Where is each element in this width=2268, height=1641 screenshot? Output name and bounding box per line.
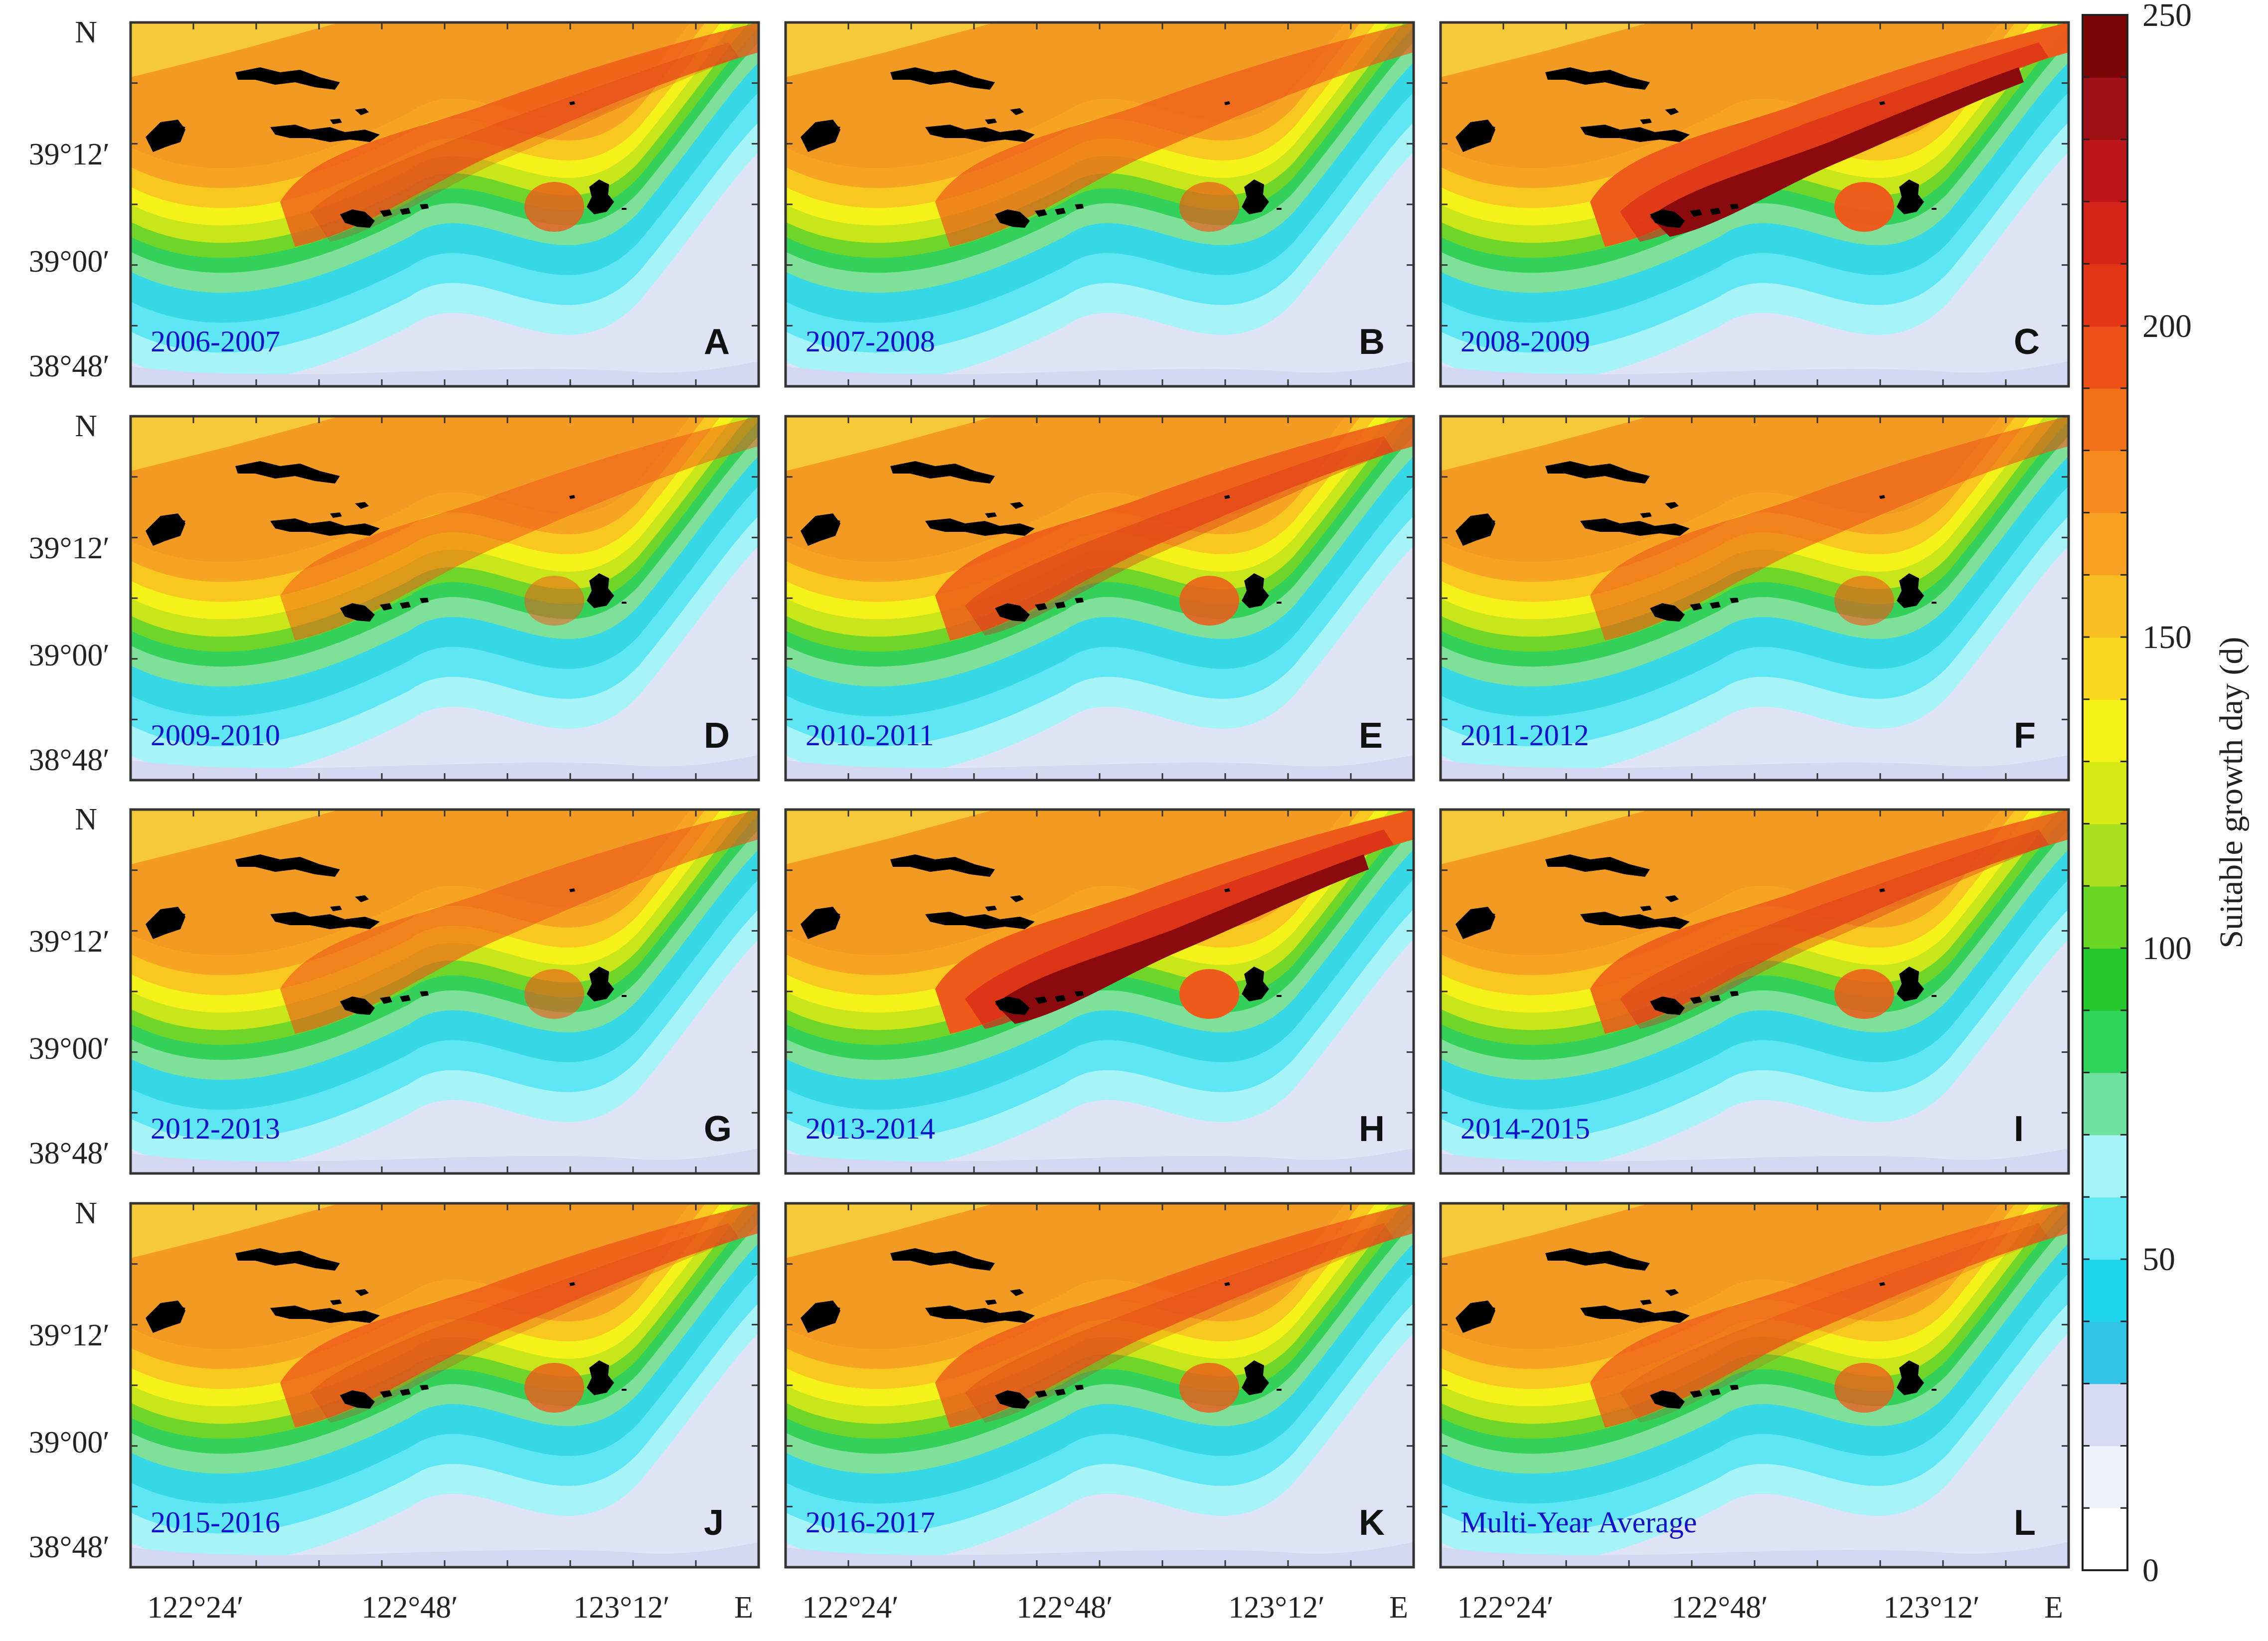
- x-tick-label: E: [734, 1591, 753, 1625]
- x-tick-label: 123°12′: [573, 1591, 669, 1625]
- y-tick-label: 39°00′: [29, 245, 110, 279]
- panel-years-label: Multi-Year Average: [1460, 1506, 1697, 1539]
- colorbar-step: [2083, 948, 2127, 1011]
- panel-letter: H: [1359, 1109, 1385, 1149]
- colorbar-step: [2083, 575, 2127, 638]
- map-panel-g: 2012-2013 G: [129, 808, 760, 1175]
- colorbar: 0 50 100 150 200 250 Suitable growth day (d): [2082, 0, 2250, 1589]
- y-tick-label: N: [75, 15, 97, 49]
- colorbar-step: [2083, 823, 2127, 887]
- colorbar-step: [2083, 1135, 2127, 1198]
- panel-letter: D: [704, 716, 730, 756]
- y-tick-label: 39°00′: [29, 1032, 110, 1066]
- panel-years-label: 2015-2016: [151, 1506, 280, 1539]
- x-tick-label: 122°48′: [1671, 1591, 1768, 1625]
- map-panel-e: 2010-2011 E: [784, 415, 1415, 782]
- panel-letter: C: [2014, 322, 2040, 362]
- colorbar-step: [2083, 1010, 2127, 1073]
- panel-years-label: 2009-2010: [151, 719, 280, 752]
- y-tick-label: 38°48′: [29, 1530, 110, 1564]
- y-tick-label: 39°12′: [29, 531, 110, 565]
- colorbar-step: [2083, 1508, 2127, 1571]
- colorbar-step: [2083, 77, 2127, 140]
- colorbar-step: [2083, 388, 2127, 451]
- y-tick-label: 38°48′: [29, 743, 110, 777]
- map-panel-k: 2016-2017 K: [784, 1202, 1415, 1569]
- colorbar-tick-label: 50: [2142, 1241, 2175, 1278]
- colorbar-step: [2083, 1383, 2127, 1447]
- panel-years-label: 2007-2008: [806, 325, 935, 358]
- map-panel-l: Multi-Year Average L: [1439, 1202, 2070, 1569]
- y-tick-label: N: [75, 1196, 97, 1230]
- panel-years-label: 2010-2011: [806, 719, 934, 752]
- colorbar-tick-label: 100: [2142, 930, 2192, 967]
- x-tick-label: 123°12′: [1883, 1591, 1979, 1625]
- y-tick-label: 39°12′: [29, 925, 110, 959]
- colorbar-step: [2083, 15, 2127, 78]
- colorbar-tick-label: 150: [2142, 619, 2192, 656]
- colorbar-step: [2083, 139, 2127, 202]
- x-tick-label: 122°24′: [1457, 1591, 1553, 1625]
- panel-letter: A: [704, 322, 730, 362]
- colorbar-step: [2083, 1072, 2127, 1136]
- panel-letter: B: [1359, 322, 1385, 362]
- map-panel-h: 2013-2014 H: [784, 808, 1415, 1175]
- y-tick-label: N: [75, 409, 97, 443]
- colorbar-tick-label: 200: [2142, 308, 2192, 344]
- panel-letter: L: [2014, 1503, 2036, 1543]
- x-tick-label: 123°12′: [1228, 1591, 1324, 1625]
- map-panel-j: 2015-2016 J: [129, 1202, 760, 1569]
- x-tick-label: 122°48′: [1016, 1591, 1113, 1625]
- x-tick-label: E: [2044, 1591, 2063, 1625]
- panel-years-label: 2016-2017: [806, 1506, 935, 1539]
- y-tick-label: 38°48′: [29, 349, 110, 383]
- colorbar-step: [2083, 1321, 2127, 1384]
- colorbar-title: Suitable growth day (d): [2213, 637, 2250, 948]
- map-panel-d: 2009-2010 D: [129, 415, 760, 782]
- panel-years-label: 2006-2007: [151, 325, 280, 358]
- panel-letter: J: [704, 1503, 724, 1543]
- panel-letter: K: [1359, 1503, 1385, 1543]
- x-tick-label: 122°48′: [361, 1591, 458, 1625]
- panel-years-label: 2008-2009: [1460, 325, 1590, 358]
- y-tick-label: 39°00′: [29, 1426, 110, 1460]
- y-tick-label: 38°48′: [29, 1137, 110, 1170]
- y-tick-label: 39°00′: [29, 639, 110, 672]
- x-tick-label: 122°24′: [802, 1591, 898, 1625]
- colorbar-step: [2083, 761, 2127, 824]
- panel-years-label: 2011-2012: [1460, 719, 1589, 752]
- colorbar-step: [2083, 1197, 2127, 1260]
- map-panel-i: 2014-2015 I: [1439, 808, 2070, 1175]
- map-panel-b: 2007-2008 B: [784, 21, 1415, 388]
- panel-years-label: 2013-2014: [806, 1112, 935, 1145]
- panel-letter: E: [1359, 716, 1383, 756]
- x-tick-label: E: [1389, 1591, 1408, 1625]
- panel-letter: G: [704, 1109, 732, 1149]
- panel-years-label: 2012-2013: [151, 1112, 280, 1145]
- colorbar-step: [2083, 512, 2127, 576]
- colorbar-step: [2083, 886, 2127, 949]
- y-tick-label: N: [75, 803, 97, 836]
- y-tick-label: 39°12′: [29, 1318, 110, 1352]
- x-tick-label: 122°24′: [147, 1591, 243, 1625]
- colorbar-step: [2083, 699, 2127, 762]
- colorbar-step: [2083, 450, 2127, 513]
- map-panel-f: 2011-2012 F: [1439, 415, 2070, 782]
- panel-letter: F: [2014, 716, 2036, 756]
- map-panel-a: 2006-2007 A: [129, 21, 760, 388]
- y-tick-label: 39°12′: [29, 138, 110, 171]
- colorbar-tick-label: 250: [2142, 0, 2192, 33]
- panel-letter: I: [2014, 1109, 2024, 1149]
- colorbar-step: [2083, 1259, 2127, 1322]
- colorbar-step: [2083, 637, 2127, 700]
- colorbar-step: [2083, 264, 2127, 327]
- colorbar-tick-label: 0: [2142, 1552, 2159, 1589]
- map-panel-c: 2008-2009 C: [1439, 21, 2070, 388]
- colorbar-step: [2083, 326, 2127, 389]
- colorbar-step: [2083, 201, 2127, 265]
- panel-years-label: 2014-2015: [1460, 1112, 1590, 1145]
- colorbar-step: [2083, 1446, 2127, 1509]
